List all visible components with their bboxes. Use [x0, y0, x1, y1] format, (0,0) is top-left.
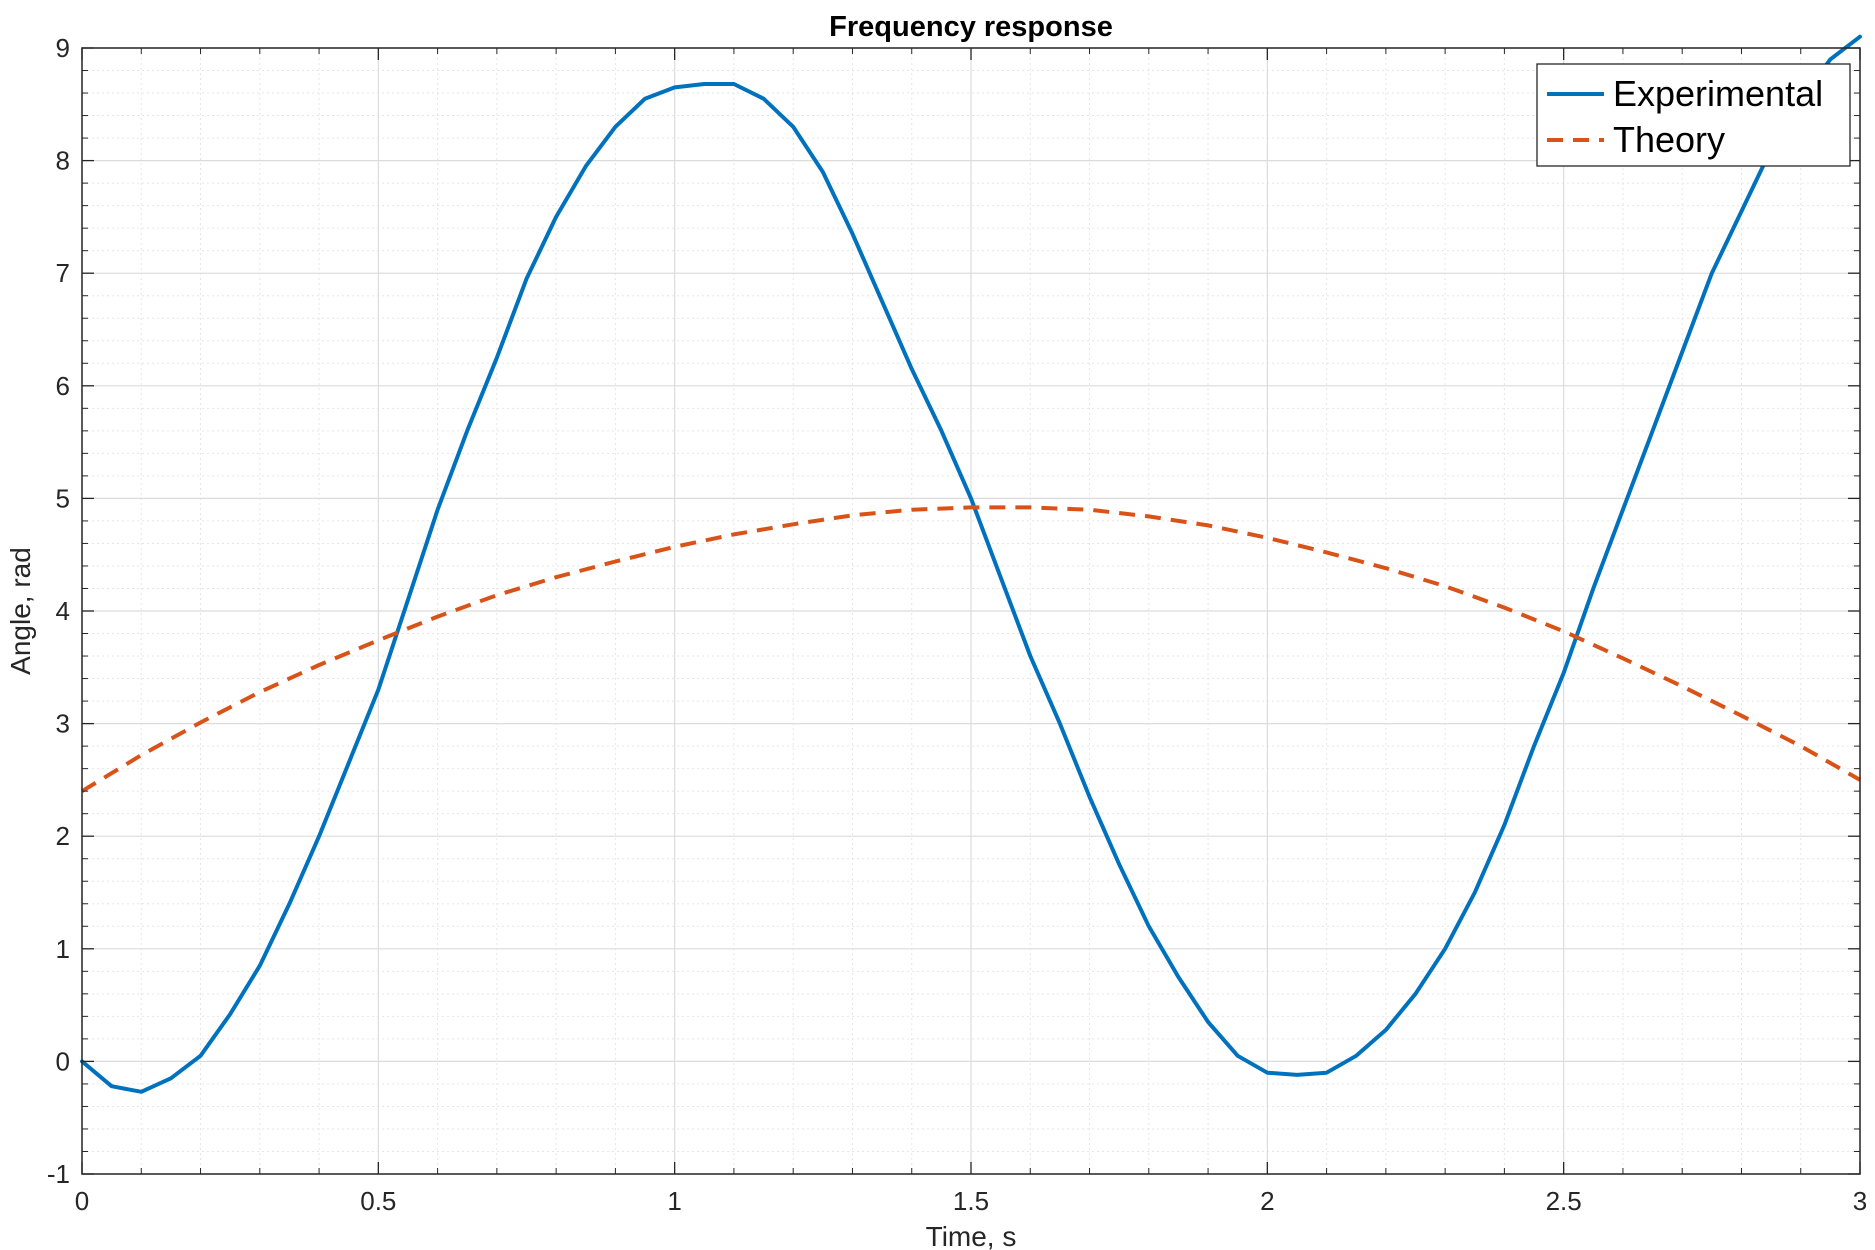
- axis-ticks: [81, 47, 1861, 1175]
- x-tick-label: 3: [1853, 1186, 1867, 1216]
- x-tick-label: 1.5: [953, 1186, 989, 1216]
- legend-label-experimental: Experimental: [1613, 73, 1823, 114]
- x-tick-label: 1: [667, 1186, 681, 1216]
- x-tick-label: 2: [1260, 1186, 1274, 1216]
- y-tick-label: 8: [56, 146, 70, 176]
- legend-box: [1536, 63, 1851, 167]
- y-tick-label: 1: [56, 934, 70, 964]
- x-tick-label: 2.5: [1546, 1186, 1582, 1216]
- y-tick-label: 0: [56, 1046, 70, 1076]
- y-tick-label: 5: [56, 483, 70, 513]
- series-line-experimental: [80, 34, 1862, 1094]
- y-tick-label: 3: [56, 709, 70, 739]
- x-tick-label: 0: [75, 1186, 89, 1216]
- y-tick-label: -1: [47, 1159, 70, 1189]
- x-axis-label: Time, s: [926, 1221, 1017, 1250]
- chart-title: Frequency response: [829, 11, 1113, 43]
- y-tick-label: 6: [56, 371, 70, 401]
- series-line-theory: [80, 505, 1861, 793]
- y-tick-label: 4: [56, 596, 70, 626]
- y-axis-label: Angle, rad: [5, 547, 36, 675]
- legend: Experimental Theory: [1536, 63, 1851, 167]
- series-layer: [80, 34, 1862, 1094]
- y-tick-label: 7: [56, 258, 70, 288]
- legend-label-theory: Theory: [1613, 119, 1725, 160]
- y-tick-label: 2: [56, 821, 70, 851]
- y-tick-label: 9: [56, 33, 70, 63]
- x-tick-label: 0.5: [360, 1186, 396, 1216]
